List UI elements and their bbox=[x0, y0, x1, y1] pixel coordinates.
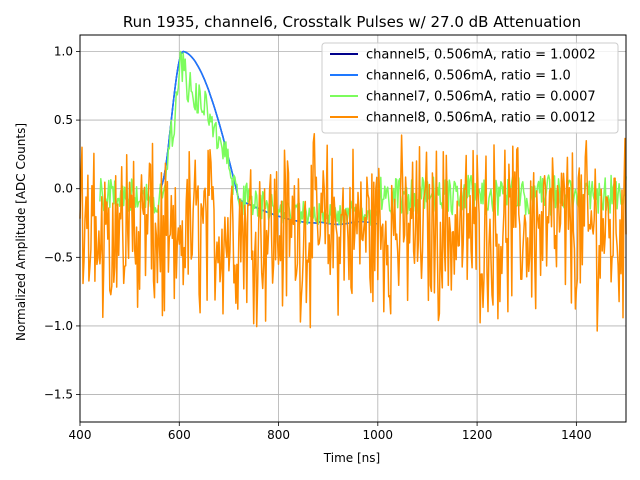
y-tick-label: 1.0 bbox=[54, 44, 73, 58]
series-lines bbox=[79, 50, 627, 332]
y-axis-label: Normalized Amplitude [ADC Counts] bbox=[14, 123, 28, 341]
y-tick-label: 0.5 bbox=[54, 113, 73, 127]
legend-box bbox=[321, 42, 619, 134]
x-tick-label: 400 bbox=[69, 428, 92, 442]
legend-label: channel8, 0.506mA, ratio = 0.0012 bbox=[366, 111, 596, 126]
x-tick-label: 1400 bbox=[561, 428, 592, 442]
legend-label: channel6, 0.506mA, ratio = 1.0 bbox=[366, 69, 571, 84]
x-tick-label: 600 bbox=[168, 428, 191, 442]
x-tick-label: 1200 bbox=[462, 428, 493, 442]
x-tick-label: 1000 bbox=[363, 428, 394, 442]
chart-title: Run 1935, channel6, Crosstalk Pulses w/ … bbox=[123, 13, 581, 31]
series-line-4 bbox=[79, 132, 627, 332]
y-tick-label: −1.0 bbox=[44, 319, 73, 333]
legend: channel5, 0.506mA, ratio = 1.0002 channel… bbox=[321, 42, 619, 134]
x-axis-label: Time [ns] bbox=[323, 451, 380, 465]
series-line-3 bbox=[99, 50, 627, 227]
y-tick-label: 0.0 bbox=[54, 182, 73, 196]
y-tick-label: −0.5 bbox=[44, 250, 73, 264]
y-tick-label: −1.5 bbox=[44, 388, 73, 402]
legend-label: channel7, 0.506mA, ratio = 0.0007 bbox=[366, 90, 596, 105]
legend-label: channel5, 0.506mA, ratio = 1.0002 bbox=[366, 48, 596, 63]
x-tick-label: 800 bbox=[267, 428, 290, 442]
axis-ticks: 400 600 800 1000 1200 1400 −1.5 −1.0 −0.5 0.0 0.5 1… bbox=[44, 44, 592, 442]
axes-frame bbox=[79, 34, 627, 423]
